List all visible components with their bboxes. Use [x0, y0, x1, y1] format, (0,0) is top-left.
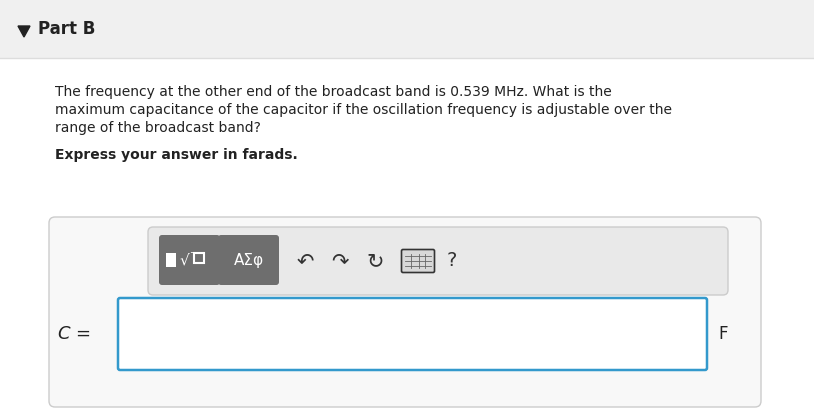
Text: F: F [718, 325, 728, 343]
Text: ?: ? [447, 251, 457, 271]
FancyBboxPatch shape [159, 235, 220, 285]
FancyBboxPatch shape [148, 227, 728, 295]
Text: $C$ =: $C$ = [57, 325, 90, 343]
FancyBboxPatch shape [218, 235, 279, 285]
Text: Part B: Part B [38, 20, 95, 38]
Text: √: √ [180, 253, 190, 267]
Text: ↶: ↶ [296, 251, 313, 271]
Text: ↻: ↻ [366, 251, 383, 271]
FancyBboxPatch shape [0, 58, 814, 412]
Text: ‾: ‾ [190, 252, 195, 262]
Text: range of the broadcast band?: range of the broadcast band? [55, 121, 260, 135]
Text: ↷: ↷ [331, 251, 348, 271]
FancyBboxPatch shape [118, 298, 707, 370]
FancyBboxPatch shape [0, 0, 814, 58]
FancyBboxPatch shape [401, 250, 435, 272]
Text: ΑΣφ: ΑΣφ [234, 253, 264, 267]
Text: Express your answer in farads.: Express your answer in farads. [55, 148, 298, 162]
Text: The frequency at the other end of the broadcast band is 0.539 MHz. What is the: The frequency at the other end of the br… [55, 85, 612, 99]
Polygon shape [18, 26, 30, 37]
Text: maximum capacitance of the capacitor if the oscillation frequency is adjustable : maximum capacitance of the capacitor if … [55, 103, 672, 117]
FancyBboxPatch shape [49, 217, 761, 407]
FancyBboxPatch shape [166, 253, 176, 267]
